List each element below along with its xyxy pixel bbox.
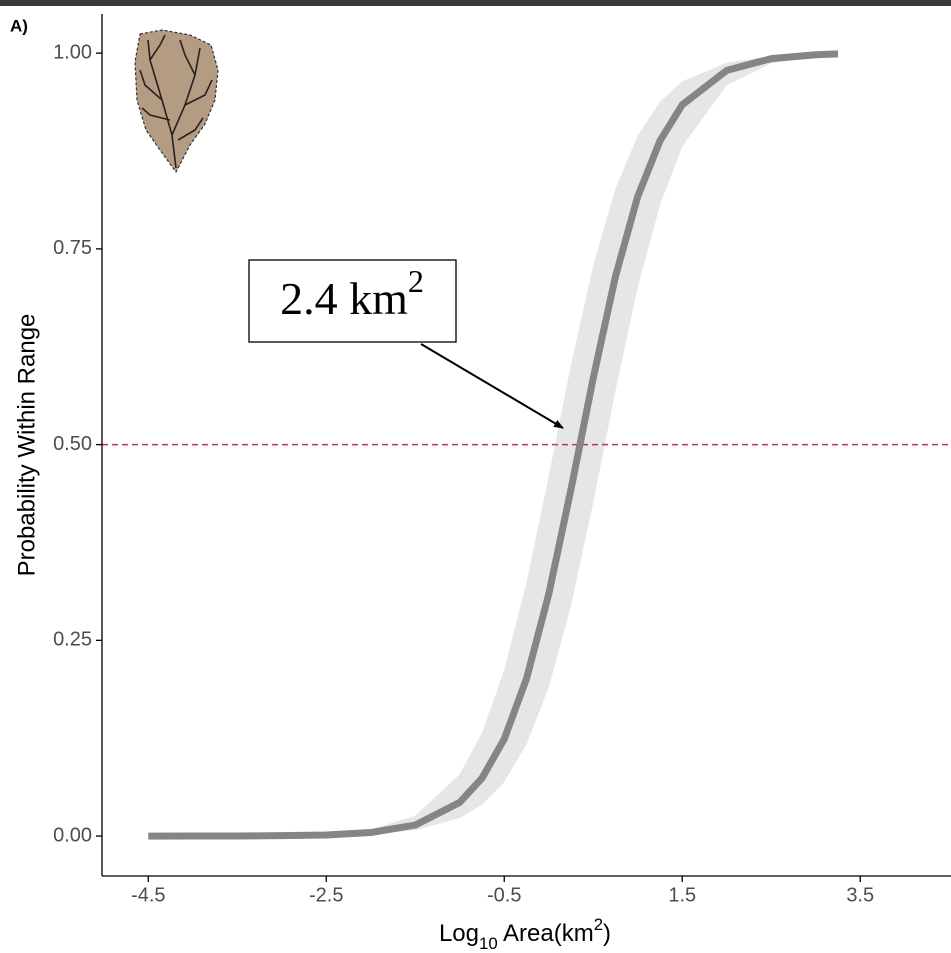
top-bar [0,0,951,6]
y-axis-title: Probability Within Range [13,314,40,577]
y-tick-label: 0.50 [53,433,92,455]
x-tick-label: -0.5 [487,884,521,906]
text-part: Area(km [498,920,594,947]
panel-label: A) [10,16,28,35]
x-tick-label: -4.5 [131,884,165,906]
annotation: 2.4 km2 [248,259,564,429]
annotation-text: 2.4 km2 [280,263,424,323]
leaf-icon [134,29,219,174]
text-part: ) [603,920,611,947]
probability-curve [148,50,839,840]
text-part: Log [439,920,479,947]
y-tick-label: 0.00 [53,824,92,846]
annotation-arrow [420,343,564,429]
y-tick-label: 0.75 [53,237,92,259]
plot-area [102,50,951,840]
x-tick-label: 3.5 [846,884,874,906]
x-axis-title: Log10 Area(km2) [439,915,611,953]
text-part: 2 [594,915,603,934]
y-tick-label: 0.25 [53,629,92,651]
y-tick-label: 1.00 [53,41,92,63]
text-part: 10 [479,934,498,953]
annotation-box [248,259,457,343]
x-tick-label: 1.5 [668,884,696,906]
text-part: 2.4 km [280,273,408,324]
text-part: 2 [408,263,424,299]
x-tick-label: -2.5 [309,884,343,906]
